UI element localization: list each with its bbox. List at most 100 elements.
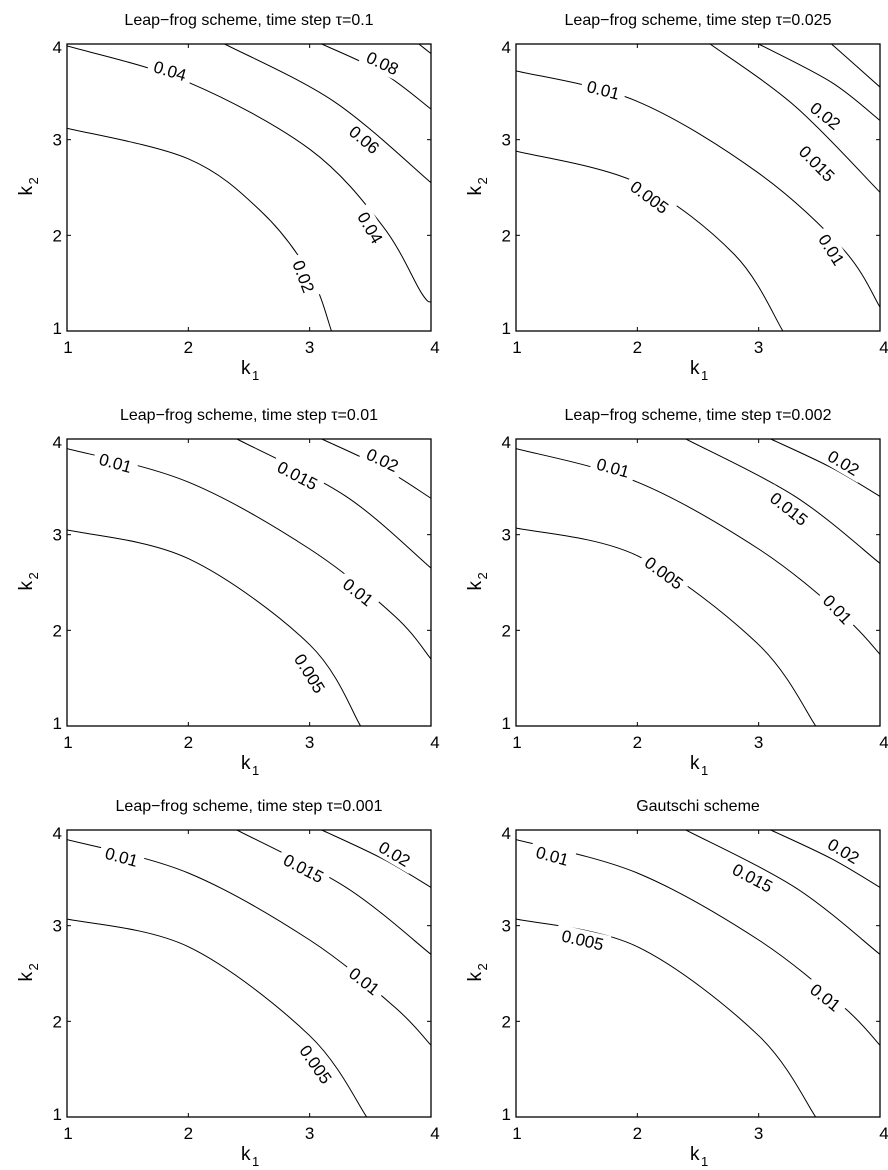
contour-label-group: 0.02 xyxy=(286,252,321,301)
contour-label-group: 0.01 xyxy=(340,959,388,1003)
x-tick-label: 3 xyxy=(754,338,763,357)
contour-line-0.01 xyxy=(67,839,431,1046)
x-tick-label: 1 xyxy=(512,733,521,752)
x-tick-label: 2 xyxy=(184,733,193,752)
y-axis-label-sub: 2 xyxy=(475,177,490,184)
contour-label-bg xyxy=(91,447,140,479)
contour-label-bg xyxy=(528,840,577,872)
contour-lines xyxy=(67,439,431,726)
x-tick-label: 2 xyxy=(184,1124,193,1143)
contour-label-bg xyxy=(636,548,692,597)
x-tick-label: 3 xyxy=(305,733,314,752)
contour-label-group: 0.01 xyxy=(97,841,146,873)
contour-label-bg xyxy=(589,452,638,484)
contour-label-bg xyxy=(370,833,419,874)
x-axis-label-sub: 1 xyxy=(701,1154,708,1169)
x-tick-label: 4 xyxy=(430,338,439,357)
x-tick-label: 3 xyxy=(305,1124,314,1143)
panel-title: Leap−frog scheme, time step τ=0.002 xyxy=(565,407,832,424)
contour-line-0.005 xyxy=(67,918,368,1117)
x-axis-label: k xyxy=(690,1144,700,1165)
contour-label: 0.005 xyxy=(560,926,606,954)
contour-label-bg xyxy=(340,959,388,1003)
contour-label-bg xyxy=(340,117,388,162)
contour-line-0.015 xyxy=(236,830,431,955)
y-tick-label: 4 xyxy=(502,38,511,57)
y-axis-label-group: k2 xyxy=(465,963,490,981)
y-axis-label-sub: 2 xyxy=(26,572,41,579)
y-tick-label: 4 xyxy=(502,433,511,452)
contour-label: 0.015 xyxy=(280,850,327,887)
x-tick-label: 4 xyxy=(879,338,888,357)
x-tick-label: 4 xyxy=(430,733,439,752)
contour-label-group: 0.01 xyxy=(589,452,638,484)
panel-title: Leap−frog scheme, time step τ=0.025 xyxy=(565,12,832,29)
contour-label-bg xyxy=(286,645,333,702)
y-tick-label: 3 xyxy=(53,917,62,936)
contour-label-bg xyxy=(97,841,146,873)
x-axis-label: k xyxy=(241,358,251,379)
contour-lines xyxy=(516,439,880,726)
y-tick-label: 1 xyxy=(53,714,62,733)
x-axis-label-sub: 1 xyxy=(701,368,708,383)
y-axis-label: k xyxy=(16,581,37,591)
contour-line-0.005 xyxy=(67,529,362,726)
x-axis-label-sub: 1 xyxy=(252,763,259,778)
contour-label: 0.01 xyxy=(585,77,622,104)
x-tick-label: 2 xyxy=(633,733,642,752)
contour-line-0.015 xyxy=(236,439,431,569)
contour-label-group: 0.02 xyxy=(370,833,419,874)
y-axis-label-sub: 2 xyxy=(475,572,490,579)
x-tick-label: 4 xyxy=(879,1124,888,1143)
contour-line-0.02 xyxy=(321,830,431,888)
y-tick-label: 4 xyxy=(53,433,62,452)
x-tick-label: 4 xyxy=(430,1124,439,1143)
contour-label-group: 0.01 xyxy=(334,570,382,614)
contour-line-0.015 xyxy=(685,439,880,564)
panel-title: Gautschi scheme xyxy=(636,798,760,815)
y-tick-label: 3 xyxy=(502,131,511,150)
y-axis-label-sub: 2 xyxy=(26,963,41,970)
contour-label-bg xyxy=(761,484,817,534)
contour-line-0.02 xyxy=(770,439,880,497)
contour-label: 0.02 xyxy=(288,258,318,296)
panel-title: Leap−frog scheme, time step τ=0.01 xyxy=(120,407,378,424)
contour-label-bg xyxy=(579,74,628,106)
panel-title: Leap−frog scheme, time step τ=0.1 xyxy=(124,12,373,29)
x-axis-label: k xyxy=(241,1144,251,1165)
x-tick-label: 4 xyxy=(879,733,888,752)
axes-frame xyxy=(515,438,881,727)
contour-line-0.01 xyxy=(516,448,880,655)
contour-label-bg xyxy=(268,453,327,497)
y-axis-label-group: k2 xyxy=(16,177,41,195)
contour-label-group: 0.005 xyxy=(554,924,612,956)
x-axis-label: k xyxy=(690,358,700,379)
x-tick-label: 2 xyxy=(633,338,642,357)
y-tick-label: 3 xyxy=(502,917,511,936)
contour-label: 0.04 xyxy=(151,57,188,85)
contour-label-group: 0.02 xyxy=(819,442,868,483)
contour-line xyxy=(418,44,431,54)
y-axis-label-sub: 2 xyxy=(475,963,490,970)
contour-label: 0.015 xyxy=(274,458,321,495)
contour-label-group: 0.015 xyxy=(268,453,327,497)
y-axis-label-group: k2 xyxy=(16,572,41,590)
y-axis-label: k xyxy=(465,186,486,196)
contour-label: 0.01 xyxy=(103,844,140,871)
axes-frame xyxy=(66,438,432,727)
contour-label-group: 0.01 xyxy=(91,447,140,479)
y-tick-label: 3 xyxy=(53,131,62,150)
contour-label-bg xyxy=(801,94,850,138)
contour-panel-3: Leap−frog scheme, time step τ=0.01 0.01 0.… xyxy=(16,407,440,778)
contour-label-bg xyxy=(819,831,868,871)
contour-label-group: 0.015 xyxy=(724,856,782,900)
contour-line-0.02 xyxy=(758,44,880,121)
y-tick-label: 2 xyxy=(502,621,511,640)
contour-label-group: 0.01 xyxy=(528,840,577,872)
contour-label-group: 0.08 xyxy=(358,44,407,82)
contour-panel-4: Leap−frog scheme, time step τ=0.002 0.01 0… xyxy=(465,407,888,778)
contour-label-group: 0.005 xyxy=(636,548,692,597)
x-tick-label: 1 xyxy=(63,733,72,752)
contour-panel-2: Leap−frog scheme, time step τ=0.025 0.01 0… xyxy=(465,12,888,383)
